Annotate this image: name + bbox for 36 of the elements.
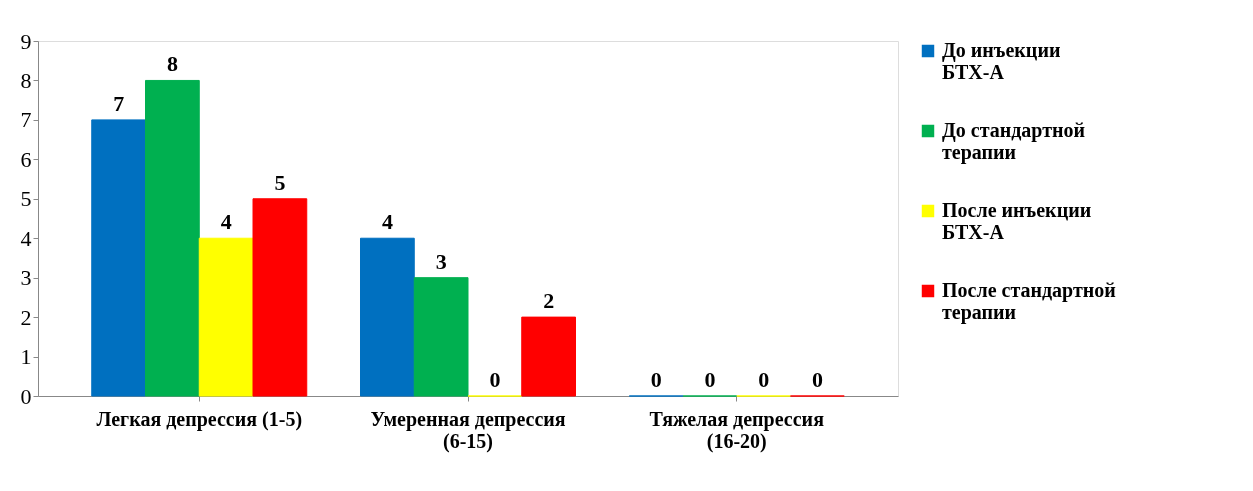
y-tick-label: 1 <box>20 344 32 370</box>
data-label: 8 <box>166 51 178 77</box>
x-tick-label: Легкая депрессия (1-5) <box>96 407 303 431</box>
y-tick-label: 4 <box>20 225 32 251</box>
data-label: 0 <box>489 367 501 392</box>
data-label: 0 <box>758 367 770 392</box>
y-tick-label: 9 <box>20 28 32 54</box>
y-tick-label: 7 <box>20 107 32 133</box>
y-tick-label: 5 <box>20 186 32 212</box>
y-tick-label: 3 <box>20 265 32 291</box>
data-label: 4 <box>381 209 393 235</box>
legend-label: После инъекции БТХ-А <box>942 199 1092 243</box>
data-label: 2 <box>543 288 555 314</box>
data-label: 7 <box>113 90 125 116</box>
y-tick-label: 0 <box>20 383 32 409</box>
legend-label: После стандартной терапии <box>942 279 1116 324</box>
data-label: 0 <box>704 367 716 392</box>
data-label: 0 <box>811 367 823 392</box>
bar <box>521 316 576 397</box>
bar <box>252 198 308 397</box>
bar <box>91 119 146 397</box>
bar <box>198 237 254 397</box>
x-tick-label: Тяжелая депрессия (16-20) <box>649 407 825 453</box>
legend-label: До стандартной терапии <box>942 119 1086 164</box>
y-tick-label: 8 <box>20 67 32 93</box>
legend-label: До инъекции БТХ-А <box>942 39 1061 83</box>
x-tick-label: Умеренная депрессия (6-15) <box>370 407 566 453</box>
data-label: 3 <box>435 248 447 274</box>
y-tick-label: 6 <box>20 146 32 172</box>
y-tick-label: 2 <box>20 304 32 330</box>
data-label: 5 <box>274 169 286 195</box>
bar <box>145 79 200 397</box>
data-label: 4 <box>220 209 232 235</box>
bar <box>413 277 469 397</box>
data-label: 0 <box>650 367 662 392</box>
bar <box>360 237 415 397</box>
